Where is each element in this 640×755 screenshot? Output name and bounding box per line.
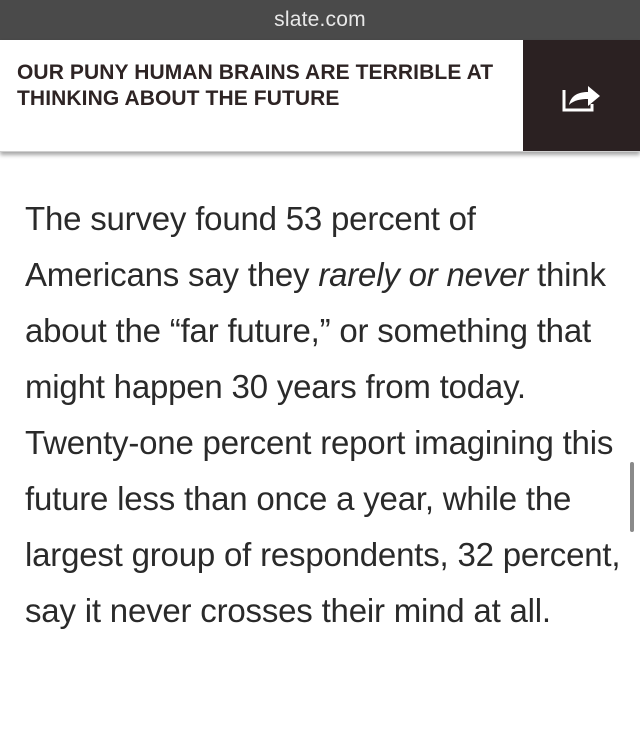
browser-url-bar[interactable]: slate.com bbox=[0, 0, 640, 40]
article-text-start: The survey found 53 percent of Americans… bbox=[25, 200, 476, 293]
article-text-end: think about the “far future,” or somethi… bbox=[25, 256, 621, 629]
article-header: OUR PUNY HUMAN BRAINS ARE TERRIBLE AT TH… bbox=[0, 40, 640, 152]
scroll-indicator[interactable] bbox=[630, 462, 634, 532]
article-paragraph: The survey found 53 percent of Americans… bbox=[25, 191, 625, 639]
headline: OUR PUNY HUMAN BRAINS ARE TERRIBLE AT TH… bbox=[17, 61, 494, 110]
share-arrow-icon bbox=[562, 85, 600, 111]
url-text[interactable]: slate.com bbox=[274, 8, 366, 31]
article-emphasis: rarely or never bbox=[318, 256, 529, 293]
share-button[interactable] bbox=[523, 40, 640, 151]
